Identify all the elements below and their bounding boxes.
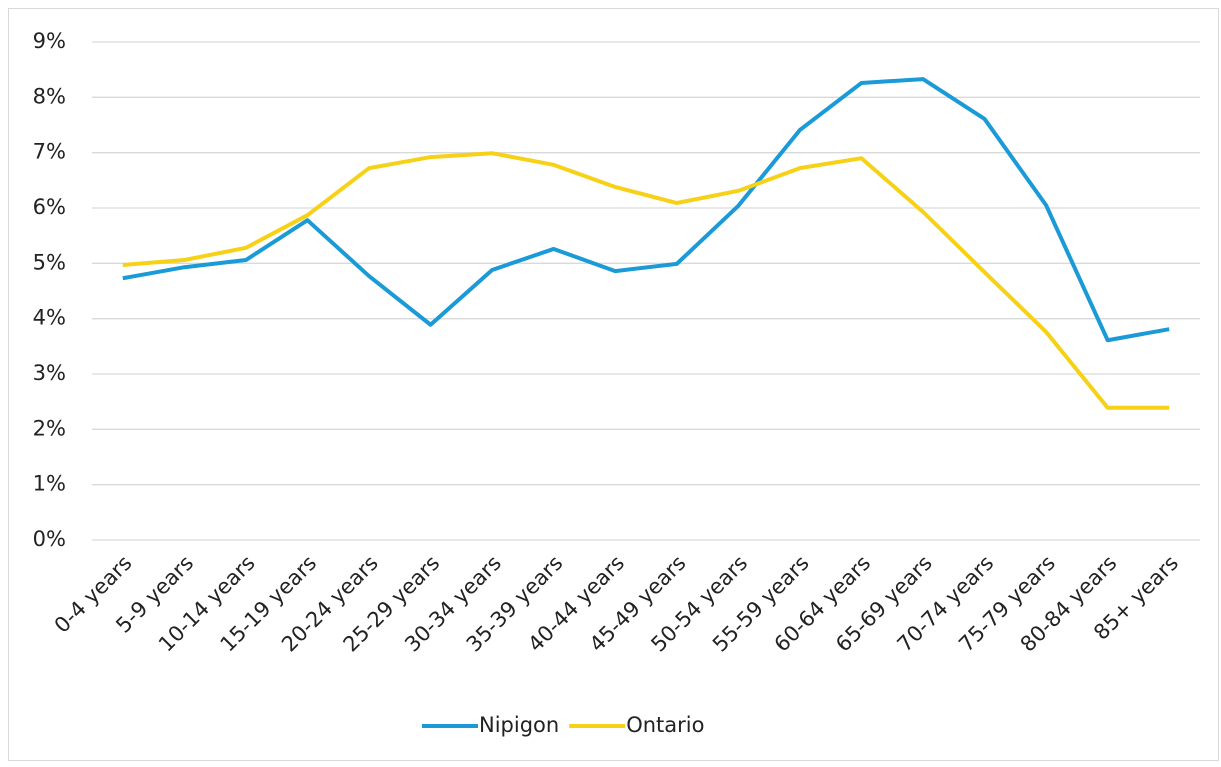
- y-tick-label: 7%: [33, 140, 66, 164]
- legend-label: Ontario: [626, 713, 704, 737]
- series-line: [122, 151, 1170, 410]
- y-tick-label: 9%: [33, 29, 66, 53]
- y-tick-label: 4%: [33, 306, 66, 330]
- legend-label: Nipigon: [479, 713, 559, 737]
- series-line: [122, 77, 1170, 343]
- y-tick-label: 1%: [33, 472, 66, 496]
- y-tick-label: 8%: [33, 84, 66, 108]
- y-tick-label: 0%: [33, 527, 66, 551]
- y-tick-label: 6%: [33, 195, 66, 219]
- y-tick-label: 2%: [33, 416, 66, 440]
- chart-frame: [8, 8, 1219, 761]
- y-tick-label: 3%: [33, 361, 66, 385]
- y-tick-label: 5%: [33, 250, 66, 274]
